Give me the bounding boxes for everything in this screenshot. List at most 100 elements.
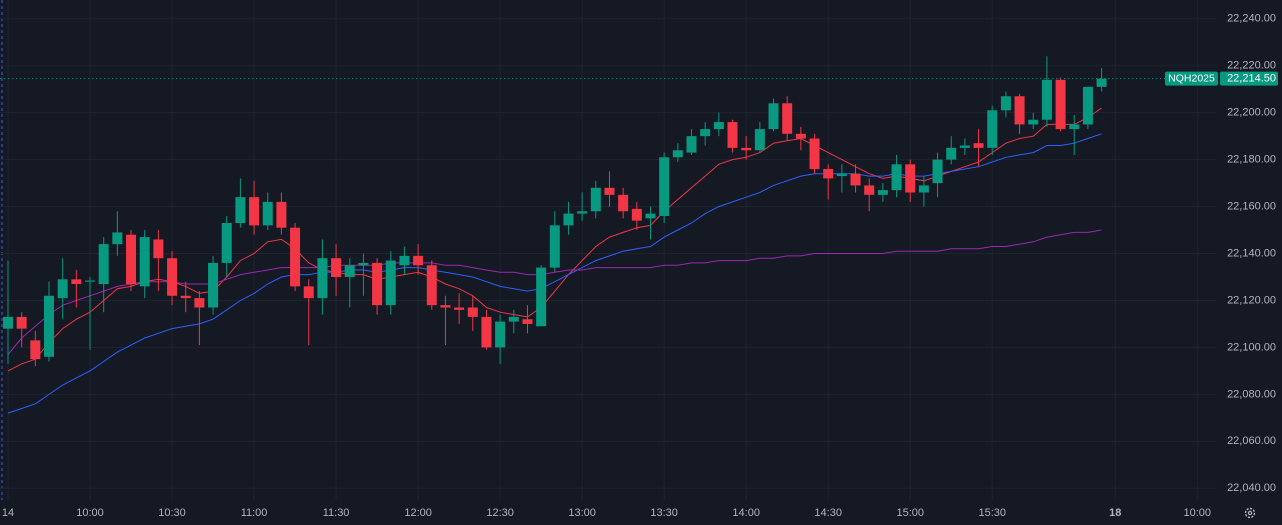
candle-body [180,295,191,299]
plot [0,56,1216,414]
candle-body [659,157,670,216]
candle-body [577,211,588,214]
candle-body [782,103,793,134]
candle-body [823,169,834,179]
candle-body [727,122,738,148]
candle-body [98,244,109,285]
x-tick-label: 10:00 [1184,507,1212,519]
candle-body [317,258,328,299]
candle-body [795,133,806,139]
candle-body [44,295,55,357]
candle-body [918,185,929,193]
candle-body [1028,119,1039,125]
candle-body [153,239,164,259]
candle-body [590,187,601,212]
candle-body [905,164,916,193]
ma-line [7,107,1102,372]
candle-body [946,147,957,160]
x-tick-label: 11:30 [323,507,350,519]
grid [0,0,1216,500]
candle-body [57,279,68,299]
candle-body [1082,86,1093,125]
candle-body [208,262,219,308]
y-tick-label: 22,100.00 [1227,341,1276,353]
candle-body [932,159,943,184]
candle-body [713,122,724,130]
price-tag [1220,71,1278,86]
candle-body [112,232,123,245]
candle-body [495,321,506,348]
candle-body [413,255,424,266]
candle-body [877,190,888,195]
candle-body [686,136,697,153]
candle-body [385,260,396,306]
candle-body [536,267,547,327]
x-tick-label: 15:00 [896,507,924,519]
candle-body [508,316,519,322]
candle-body [563,213,574,226]
candle-body [221,223,232,263]
last-price-label: 22,214.50 [1227,73,1276,85]
candle-body [85,280,96,282]
candle-body [754,129,765,151]
candle-body [467,307,478,317]
y-tick-label: 22,080.00 [1227,388,1276,400]
candle-body [959,145,970,148]
candle-body [672,150,683,158]
candle-body [1055,79,1066,130]
gear-center [1247,510,1253,516]
y-tick-label: 22,120.00 [1227,294,1276,306]
candle-body [1041,79,1052,120]
candle-body [618,194,629,212]
candle-body [604,187,615,195]
x-tick-label: 14:00 [732,507,760,519]
candle-body [276,201,287,228]
candle-body [481,316,492,348]
candle-body [864,185,875,195]
y-tick-label: 22,180.00 [1227,154,1276,166]
candle-body [290,227,301,287]
candle-body [741,147,752,151]
candle-body [167,258,178,296]
candle-body [399,255,410,266]
gear [1244,507,1256,519]
axes: 22,040.00 22,060.00 22,080.00 22,100.00 22,1… [2,13,1278,519]
candle-body [1000,96,1011,111]
settings-icon[interactable] [1244,507,1256,519]
candle-body [3,316,13,329]
candle-body [700,129,711,137]
candle-body [440,305,451,308]
candle-body [836,173,847,177]
candle-body [16,316,27,329]
candle-body [344,265,355,277]
candle-body [262,201,273,226]
x-tick-label: 14:30 [814,507,842,519]
y-tick-label: 22,160.00 [1227,200,1276,212]
candle-body [987,110,998,148]
x-tick-label: 12:00 [404,507,432,519]
x-tick-label: 13:00 [568,507,596,519]
x-tick-label: 11:00 [241,507,268,519]
candle-body [331,258,342,277]
y-tick-label: 22,060.00 [1227,435,1276,447]
candle-body [358,262,369,266]
x-tick-label: 15:30 [978,507,1006,519]
candle-body [71,279,82,285]
candle-body [303,286,314,299]
y-tick-label: 22,240.00 [1227,13,1276,25]
candle-body [850,173,861,186]
x-tick-label: 12:30 [486,507,514,519]
candle-body [522,319,533,324]
x-tick-label: 10:00 [76,507,104,519]
candle-body [1096,78,1107,87]
candle-body [891,164,902,191]
candle-body [126,234,137,285]
candle-body [549,225,560,268]
candle-body [454,307,465,310]
candle-body [194,298,205,308]
candle-body [1069,124,1080,130]
candle-body [645,213,656,219]
candle-body [30,340,41,360]
